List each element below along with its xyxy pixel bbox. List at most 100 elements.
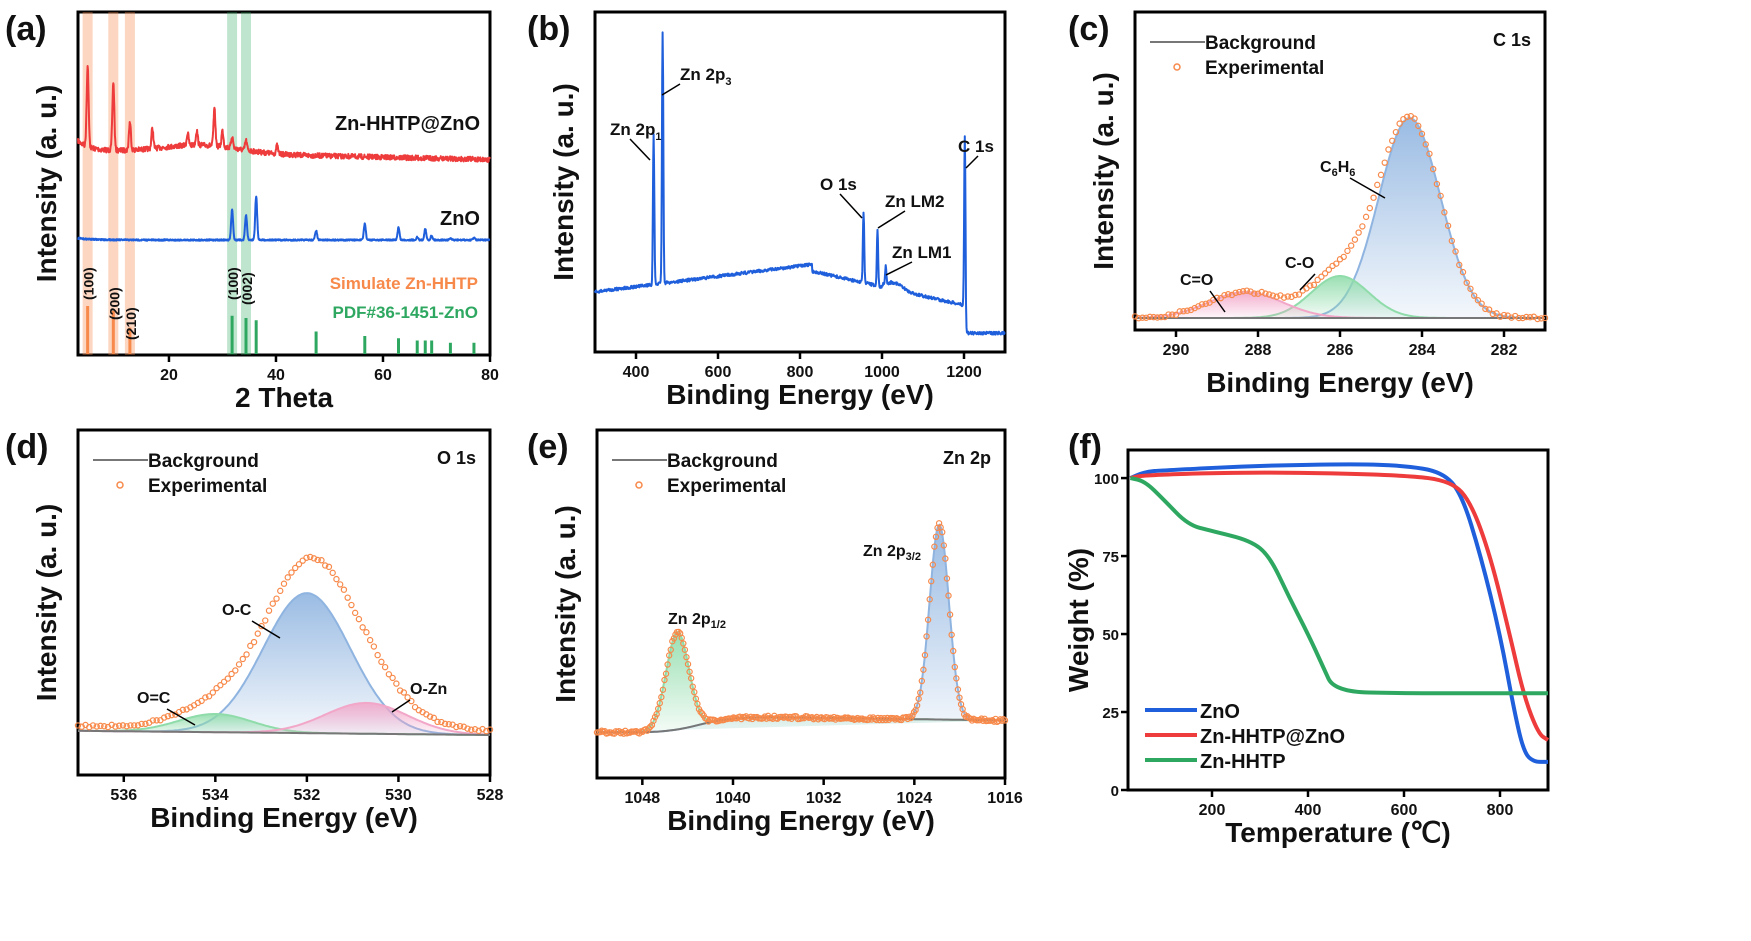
experimental-point	[1467, 285, 1474, 292]
experimental-point	[336, 581, 344, 588]
x-tick-label: 532	[294, 787, 321, 804]
experimental-point	[363, 629, 370, 636]
experimental-point	[400, 689, 408, 696]
experimental-point	[1482, 305, 1489, 313]
experimental-point	[318, 557, 325, 564]
experimental-point	[1452, 248, 1459, 255]
experimental-point	[179, 706, 187, 714]
experimental-point	[1470, 292, 1478, 299]
experimental-point	[687, 675, 695, 682]
experimental-point	[1169, 311, 1176, 318]
x-tick-label: 400	[1295, 802, 1322, 819]
hkl-label: (200)	[106, 287, 122, 320]
experimental-point	[404, 694, 411, 701]
series-label: ZnO	[440, 208, 480, 230]
component-label-text: O-Zn	[410, 681, 447, 698]
peak-annotation: Zn LM1	[892, 243, 952, 262]
component-label-text: C	[1320, 159, 1332, 176]
experimental-point	[642, 726, 649, 733]
x-tick-label: 800	[1487, 802, 1514, 819]
experimental-point	[115, 722, 123, 729]
experimental-point	[1221, 291, 1228, 299]
x-axis-label: 2 Theta	[235, 382, 333, 413]
experimental-point	[945, 592, 952, 599]
experimental-point	[1142, 314, 1150, 321]
x-tick-label: 286	[1327, 342, 1354, 359]
experimental-point	[138, 720, 145, 728]
x-tick-label: 284	[1409, 342, 1436, 359]
experimental-point	[160, 714, 168, 721]
highlight-band	[241, 12, 252, 355]
experimental-point	[1362, 213, 1370, 221]
experimental-point	[1485, 306, 1493, 313]
component-label: O=C	[137, 690, 171, 707]
experimental-point	[665, 652, 673, 659]
experimental-point	[280, 580, 288, 587]
experimental-point	[217, 682, 224, 689]
experimental-point	[205, 693, 213, 700]
experimental-point	[464, 725, 471, 732]
experimental-point	[325, 563, 333, 571]
experimental-point	[262, 617, 269, 624]
x-tick-label: 1000	[864, 364, 900, 381]
plot-frame	[595, 428, 1007, 780]
experimental-point	[956, 694, 963, 701]
experimental-point	[97, 722, 104, 730]
experimental-point	[1325, 266, 1333, 273]
experimental-point	[998, 717, 1006, 724]
component-label-text: Zn 2p	[863, 543, 906, 560]
subscript: 6	[1349, 167, 1355, 179]
experimental-point	[430, 714, 438, 722]
annotation-text: O 1s	[820, 175, 857, 194]
panel-title: Zn 2p	[943, 448, 991, 468]
series-line	[1129, 462, 1548, 764]
annotation-arrow	[965, 155, 979, 169]
experimental-point	[1418, 130, 1426, 138]
component-label: Zn 2p3/2	[863, 543, 921, 563]
experimental-point	[198, 697, 205, 705]
x-tick-label: 600	[705, 364, 732, 381]
experimental-point	[1374, 181, 1381, 189]
experimental-point	[670, 635, 678, 642]
experimental-point	[112, 723, 119, 730]
experimental-point	[1154, 314, 1161, 321]
experimental-point	[426, 713, 434, 720]
experimental-point	[1292, 291, 1299, 299]
experimental-point	[1493, 310, 1500, 317]
y-tick-label: 25	[1102, 705, 1119, 722]
experimental-point	[1388, 137, 1396, 144]
component-label: O-Zn	[410, 681, 447, 698]
legend-experimental-label: Experimental	[667, 476, 786, 497]
component-label: C-O	[1285, 255, 1314, 272]
hkl-label: (100)	[81, 267, 97, 300]
experimental-point	[1351, 236, 1359, 243]
legend-experimental-swatch	[116, 481, 124, 489]
x-tick-label: 282	[1491, 342, 1518, 359]
component-label-text: O=C	[137, 690, 171, 707]
experimental-point	[1265, 291, 1273, 298]
experimental-point	[1541, 314, 1549, 322]
experimental-point	[1333, 260, 1340, 267]
experimental-point	[1459, 268, 1467, 276]
annotation-arrow	[1209, 290, 1226, 313]
experimental-point	[659, 686, 667, 693]
experimental-point	[329, 569, 336, 577]
x-tick-label: 530	[385, 787, 412, 804]
experimental-point	[1426, 150, 1433, 157]
experimental-point	[288, 569, 295, 576]
experimental-point	[123, 723, 130, 730]
experimental-point	[683, 653, 690, 661]
experimental-point	[1202, 300, 1210, 307]
experimental-point	[1295, 291, 1303, 298]
experimental-point	[661, 676, 668, 684]
experimental-point	[943, 575, 951, 582]
experimental-point	[202, 694, 209, 701]
experimental-point	[926, 596, 933, 603]
experimental-point	[344, 594, 351, 601]
experimental-point	[1381, 159, 1388, 166]
experimental-point	[468, 726, 475, 733]
y-axis-label: Weight (%)	[1063, 548, 1094, 692]
subscript: 3/2	[906, 551, 921, 563]
y-axis-label: Intensity (a. u.)	[31, 504, 62, 702]
experimental-point	[348, 601, 355, 609]
